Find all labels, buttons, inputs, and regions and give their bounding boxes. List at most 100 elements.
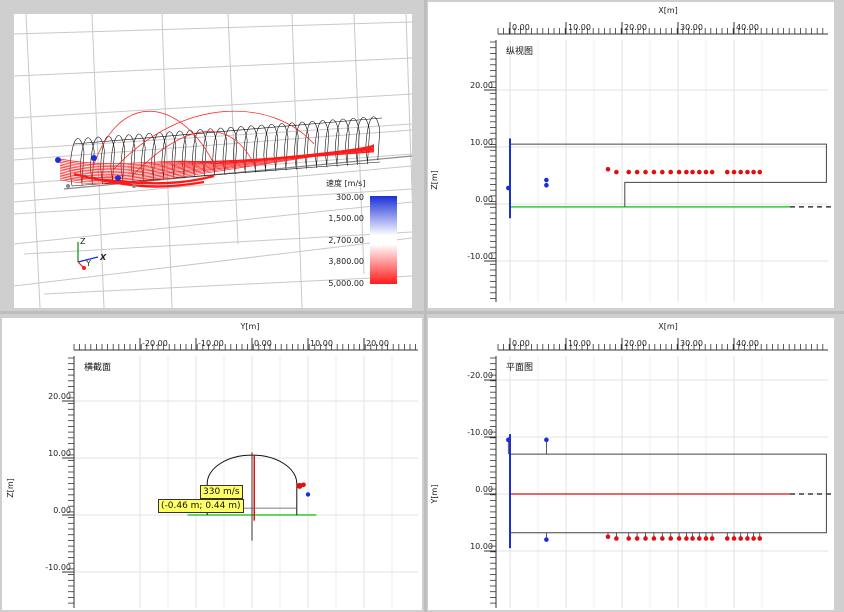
ray-point [296,482,303,489]
plan-view-pane[interactable]: 0.00 10.00 20.00 30.00 40.00 -20.00 -10.00 0.0… [428,318,834,610]
ray-point [626,536,632,541]
ray-point [668,536,674,541]
plan-x-tick-labels: 0.00 10.00 20.00 30.00 40.00 [512,339,759,348]
plan-x-axis-title: X[m] [658,322,678,331]
longitudinal-x-axis-title: X[m] [658,6,678,15]
ray-point [745,536,750,541]
receiver-node [55,157,61,163]
grid-line [14,188,412,215]
grid-line [405,14,412,206]
y-tick-label: -10.00 [467,252,493,261]
ray-point [690,536,695,541]
ray-point [751,169,756,175]
longitudinal-grid [496,40,828,302]
cross-section-pane[interactable]: -20.00 -10.00 0.00 10.00 20.00 20.00 10.00 0.0… [2,318,422,610]
ray-point [738,169,744,175]
vertical-splitter[interactable] [424,0,427,612]
y-tick-label: -20.00 [467,371,493,380]
y-tick-label: 0.00 [475,485,493,494]
ray-point [751,536,756,541]
grid-line [91,14,105,308]
ray-point [651,169,657,175]
ray-point [660,169,665,175]
ray-point [614,169,619,175]
ray-point [757,536,763,541]
grid-line [23,231,412,255]
y-tick-label: 0.00 [475,195,493,204]
x-tick-label: 20.00 [366,339,389,348]
tunnel-outline [510,143,827,207]
longitudinal-content [506,138,834,219]
plan-content [506,434,834,549]
longitudinal-view-pane[interactable]: 0.00 10.00 20.00 30.00 40.00 20.00 10.00 0.00 -… [428,2,834,308]
x-tick-label: 10.00 [310,339,333,348]
receiver-point [506,185,511,191]
grid-line [14,57,412,77]
ray-point [651,536,657,541]
grid-line [291,14,303,308]
axis-triad: Z Y X [77,237,107,270]
ray-path [59,147,375,175]
ray-point [696,536,702,541]
ray-bundle [73,172,205,188]
x-tick-label: 0.00 [512,23,530,32]
view-3d-pane[interactable]: Z Y X 速度 [m/s] 300.00 1,500.00 2,700.00 … [14,14,412,308]
velocity-legend: 速度 [m/s] 300.00 1,500.00 2,700.00 3,800.… [326,178,397,288]
ray-point [724,536,730,541]
receiver-point [544,182,549,188]
ray-point [684,169,689,175]
receiver-point [506,437,511,443]
x-tick-label: 10.00 [568,23,591,32]
ray-point [696,169,702,175]
y-tick-label: 10.00 [470,138,493,147]
x-tick-label: 20.00 [624,23,647,32]
receiver-point [305,492,311,497]
receiver-point [544,537,549,542]
ray-point [676,536,682,541]
ray-point [690,169,695,175]
x-tick-label: 10.00 [568,339,591,348]
coordinate-tooltip: (-0.46 m; 0.44 m) [158,499,244,513]
ray-point [731,169,737,175]
longitudinal-view-canvas[interactable]: 0.00 10.00 20.00 30.00 40.00 20.00 10.00 0.00 -… [428,2,834,308]
horizontal-splitter[interactable] [0,311,844,314]
plan-y-tick-labels: -20.00 -10.00 0.00 10.00 [467,371,493,551]
legend-tick-2: 2,700.00 [328,236,364,245]
cross-section-canvas[interactable]: -20.00 -10.00 0.00 10.00 20.00 20.00 10.00 0.0… [2,318,422,610]
longitudinal-x-tick-labels: 0.00 10.00 20.00 30.00 40.00 [512,23,759,32]
plan-view-canvas[interactable]: 0.00 10.00 20.00 30.00 40.00 -20.00 -10.00 0.0… [428,318,834,610]
ray-point [614,536,619,541]
grid-node [66,184,70,188]
plan-ruler-ticks [484,338,828,608]
ray-point [676,169,682,175]
ray-path [113,110,315,170]
ray-point [731,536,737,541]
ray-point [605,166,611,172]
x-tick-label: 0.00 [254,339,272,348]
y-tick-label: 0.00 [53,506,71,515]
axis-y-label: Y [85,259,91,268]
nodes-3d [55,155,136,188]
speed-tooltip: 330 m/s [200,485,243,499]
grid-line [14,237,412,287]
x-tick-label: 30.00 [680,23,703,32]
ray-point [703,169,709,175]
grid-line [14,129,412,161]
grid-line [161,14,173,308]
view-3d-canvas[interactable]: Z Y X 速度 [m/s] 300.00 1,500.00 2,700.00 … [14,14,412,308]
grid-3d [14,14,412,308]
ray-point [634,169,640,175]
cross-section-title: 横截面 [84,361,111,373]
grid-line [25,14,41,308]
receiver-point [544,437,549,443]
ray-path [59,146,375,177]
ray-path [59,145,375,182]
ray-point [626,169,632,175]
legend-tick-1: 1,500.00 [328,214,364,223]
legend-tick-4: 5,000.00 [328,279,364,288]
cross-section-grid [74,356,418,608]
plan-grid [496,356,828,608]
ray-path [133,131,255,175]
x-tick-label: 40.00 [736,339,759,348]
tunnel-top-edge [73,117,383,145]
